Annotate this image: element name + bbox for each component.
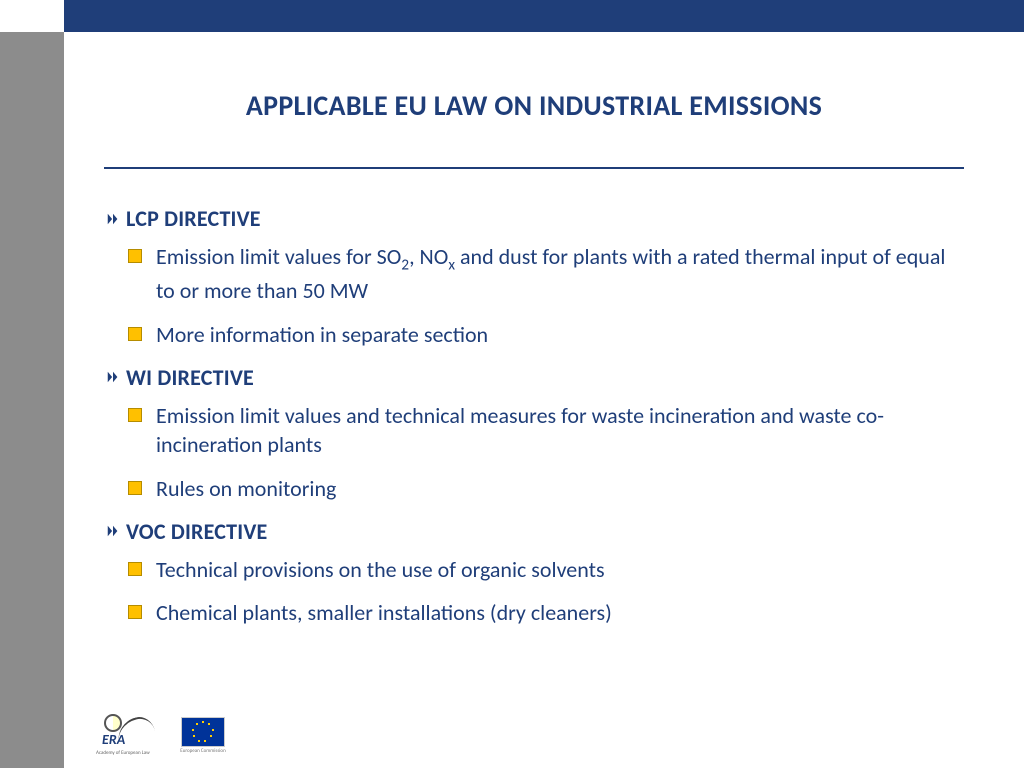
square-bullet-icon xyxy=(128,408,142,422)
ec-logo: European Commission xyxy=(176,717,230,754)
bullet-item: Emission limit values and technical meas… xyxy=(128,401,964,460)
bullet-text: More information in separate section xyxy=(156,320,488,350)
section-heading-text: LCP DIRECTIVE xyxy=(126,205,261,232)
section-heading-text: WI DIRECTIVE xyxy=(126,364,254,391)
section-heading-text: VOC DIRECTIVE xyxy=(126,518,267,545)
bullet-item: Rules on monitoring xyxy=(128,474,964,504)
era-logo-subtext: Academy of European Law xyxy=(96,750,150,756)
bullet-text: Emission limit values for SO2, NOx and d… xyxy=(156,242,964,306)
section-heading: LCP DIRECTIVE xyxy=(106,205,964,232)
divider-line xyxy=(104,167,964,169)
bullet-text: Technical provisions on the use of organ… xyxy=(156,555,605,585)
footer-logos: ERA Academy of European Law European Com… xyxy=(96,714,230,754)
page-title: APPLICABLE EU LAW ON INDUSTRIAL EMISSION… xyxy=(104,88,964,123)
square-bullet-icon xyxy=(128,605,142,619)
bullet-item: More information in separate section xyxy=(128,320,964,350)
section-heading: WI DIRECTIVE xyxy=(106,364,964,391)
era-logo: ERA Academy of European Law xyxy=(96,714,158,754)
top-bar xyxy=(64,0,1024,32)
bullet-text: Rules on monitoring xyxy=(156,474,336,504)
ec-logo-text: European Commission xyxy=(180,749,225,754)
square-bullet-icon xyxy=(128,327,142,341)
bullet-item: Emission limit values for SO2, NOx and d… xyxy=(128,242,964,306)
bullet-text: Emission limit values and technical meas… xyxy=(156,401,964,460)
section-heading: VOC DIRECTIVE xyxy=(106,518,964,545)
double-chevron-icon xyxy=(106,370,120,384)
square-bullet-icon xyxy=(128,562,142,576)
slide-content: APPLICABLE EU LAW ON INDUSTRIAL EMISSION… xyxy=(64,32,1024,642)
era-logo-text: ERA xyxy=(102,731,125,748)
double-chevron-icon xyxy=(106,212,120,226)
bullet-item: Chemical plants, smaller installations (… xyxy=(128,598,964,628)
square-bullet-icon xyxy=(128,249,142,263)
double-chevron-icon xyxy=(106,524,120,538)
sidebar-stripe xyxy=(0,0,64,768)
bullet-item: Technical provisions on the use of organ… xyxy=(128,555,964,585)
square-bullet-icon xyxy=(128,481,142,495)
bullet-text: Chemical plants, smaller installations (… xyxy=(156,598,612,628)
eu-flag-icon xyxy=(181,717,225,747)
